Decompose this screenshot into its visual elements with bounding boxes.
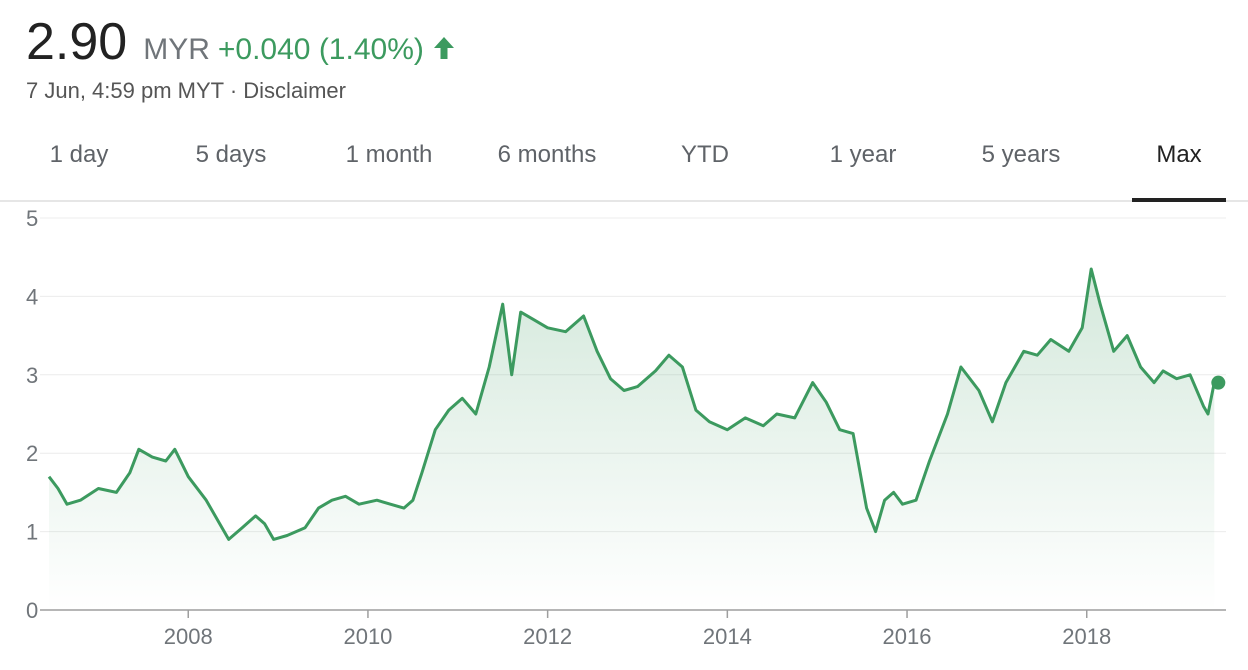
quote-subline: 7 Jun, 4:59 pm MYT · Disclaimer [26, 78, 456, 104]
y-tick-label: 4 [26, 284, 38, 309]
tab-1-month[interactable]: 1 month [345, 141, 433, 168]
price-chart: 0 1 2 3 4 5 2008 2010 2012 2014 2016 2018 [26, 206, 1226, 649]
x-tick-label: 2018 [1062, 624, 1111, 649]
subline-separator: · [229, 78, 238, 103]
tab-1-day[interactable]: 1 day [49, 141, 109, 168]
y-tick-label: 1 [26, 520, 38, 545]
price-area-fill [49, 269, 1215, 610]
x-tick-label: 2014 [703, 624, 752, 649]
price-change: +0.040 (1.40%) [217, 33, 424, 66]
x-tick-label: 2008 [164, 624, 213, 649]
y-tick-label: 3 [26, 363, 38, 388]
price-value: 2.90 [26, 13, 128, 71]
tab-6-months[interactable]: 6 months [497, 141, 597, 168]
y-tick-label: 0 [26, 598, 38, 623]
arrow-up-icon [433, 37, 454, 59]
quote-timestamp: 7 Jun, 4:59 pm MYT [26, 78, 224, 103]
tab-5-days[interactable]: 5 days [195, 141, 267, 168]
tab-5-years[interactable]: 5 years [981, 141, 1061, 168]
y-tick-label: 2 [26, 441, 38, 466]
price-row: 2.90 MYR +0.040 (1.40%) [26, 12, 456, 72]
x-tick-label: 2010 [343, 624, 392, 649]
range-tabs: 1 day 5 days 1 month 6 months YTD 1 year… [0, 120, 1248, 202]
last-price-point[interactable] [1211, 375, 1226, 390]
price-line [47, 267, 1216, 541]
y-tick-label: 5 [26, 206, 38, 231]
x-tick-label: 2016 [883, 624, 932, 649]
quote-header: 2.90 MYR +0.040 (1.40%) 7 Jun, 4:59 pm M… [26, 12, 456, 104]
tab-1-year[interactable]: 1 year [829, 141, 897, 168]
tab-ytd[interactable]: YTD [681, 141, 729, 168]
currency-code: MYR [143, 33, 210, 66]
tab-max[interactable]: Max [1132, 120, 1226, 202]
x-tick-label: 2012 [523, 624, 572, 649]
disclaimer-link[interactable]: Disclaimer [243, 78, 346, 103]
